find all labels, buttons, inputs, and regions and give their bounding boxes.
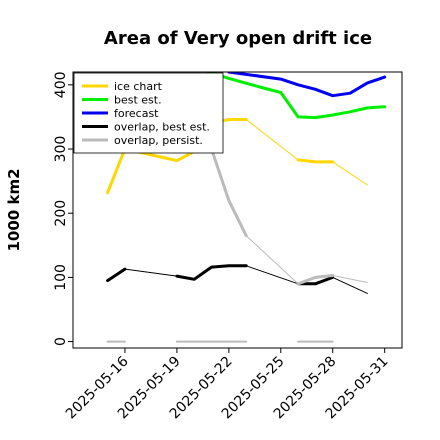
series-line-0-1 xyxy=(245,119,299,161)
series-line-0-3 xyxy=(332,161,368,186)
plot-frame xyxy=(72,71,403,349)
series-line-0-2 xyxy=(296,158,335,164)
y-tick-label-2: 200 xyxy=(53,200,69,227)
y-tick-label-1: 100 xyxy=(53,264,69,291)
series-line-3-5 xyxy=(332,276,368,294)
series-line-3-4 xyxy=(296,275,335,286)
series-line-3-3 xyxy=(245,265,299,285)
legend-label-4: overlap, persist. xyxy=(114,134,203,147)
y-tick-label-0: 0 xyxy=(53,337,69,346)
legend-label-3: overlap, best est. xyxy=(114,121,210,134)
legend-label-0: ice chart xyxy=(114,80,163,93)
series-layer xyxy=(106,72,387,343)
y-tick-label-4: 400 xyxy=(53,71,69,98)
y-axis: 0 100 200 300 400 xyxy=(53,71,73,346)
y-tick-label-3: 300 xyxy=(53,136,69,163)
series-line-4-4 xyxy=(245,235,299,285)
chart-title: Area of Very open drift ice xyxy=(104,28,372,49)
series-line-3-1 xyxy=(124,268,178,277)
series-line-4-5 xyxy=(296,274,335,286)
legend-label-1: best est. xyxy=(114,94,162,107)
series-line-4-6 xyxy=(332,275,368,283)
series-line-3-2 xyxy=(175,264,248,281)
y-axis-label: 1000 km2 xyxy=(5,168,23,251)
series-line-2-0 xyxy=(227,72,387,98)
series-line-3-0 xyxy=(106,267,127,283)
x-axis: 2025-05-162025-05-192025-05-222025-05-25… xyxy=(63,348,392,422)
legend-label-2: forecast xyxy=(114,107,159,120)
